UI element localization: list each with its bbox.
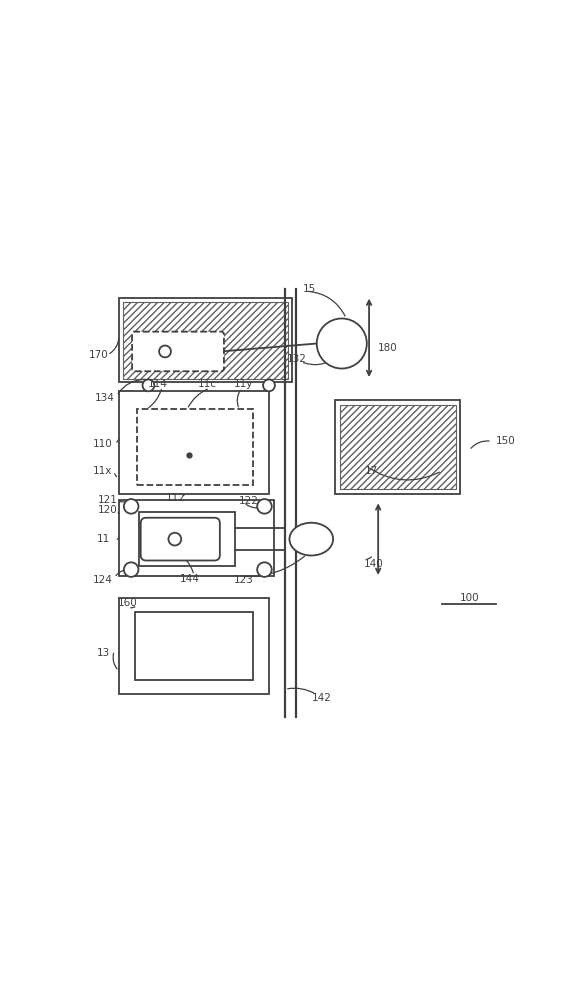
- Text: 11: 11: [96, 534, 110, 544]
- Circle shape: [124, 562, 139, 577]
- Text: 11x: 11x: [93, 466, 113, 476]
- Text: 15: 15: [303, 284, 316, 294]
- Text: 110: 110: [93, 439, 113, 449]
- Bar: [139, 512, 235, 566]
- Text: 11c: 11c: [198, 379, 217, 389]
- Text: 100: 100: [460, 593, 479, 603]
- Text: 17: 17: [365, 466, 378, 476]
- Text: 122: 122: [238, 496, 258, 506]
- Circle shape: [168, 533, 181, 545]
- Circle shape: [159, 346, 171, 357]
- Text: 112: 112: [166, 493, 185, 503]
- Bar: [339, 405, 456, 489]
- Circle shape: [257, 499, 272, 514]
- FancyBboxPatch shape: [132, 332, 224, 371]
- Text: 13: 13: [96, 648, 110, 658]
- Circle shape: [263, 379, 275, 391]
- Circle shape: [143, 379, 154, 391]
- Circle shape: [257, 562, 272, 577]
- Text: 123: 123: [234, 575, 254, 585]
- Text: 114: 114: [147, 379, 167, 389]
- Text: 11y: 11y: [234, 379, 254, 389]
- Bar: [335, 400, 460, 494]
- Bar: [123, 302, 288, 379]
- Circle shape: [124, 499, 139, 514]
- Text: 180: 180: [377, 343, 397, 353]
- FancyBboxPatch shape: [141, 518, 220, 561]
- Circle shape: [317, 318, 367, 369]
- Text: 144: 144: [180, 574, 200, 584]
- Text: 132: 132: [286, 354, 306, 364]
- Text: 121: 121: [97, 495, 117, 505]
- Text: 160: 160: [118, 598, 138, 608]
- Bar: [119, 298, 292, 382]
- Text: 134: 134: [95, 393, 115, 403]
- Bar: [119, 391, 269, 494]
- Text: 140: 140: [364, 559, 383, 569]
- Ellipse shape: [289, 523, 333, 555]
- Bar: [135, 612, 253, 680]
- Text: 142: 142: [311, 693, 331, 703]
- Text: 170: 170: [89, 350, 108, 360]
- Text: 150: 150: [495, 436, 515, 446]
- Bar: [137, 409, 253, 485]
- Text: 124: 124: [93, 575, 113, 585]
- Text: 120: 120: [97, 505, 117, 515]
- Bar: [119, 500, 274, 576]
- Bar: [119, 598, 269, 694]
